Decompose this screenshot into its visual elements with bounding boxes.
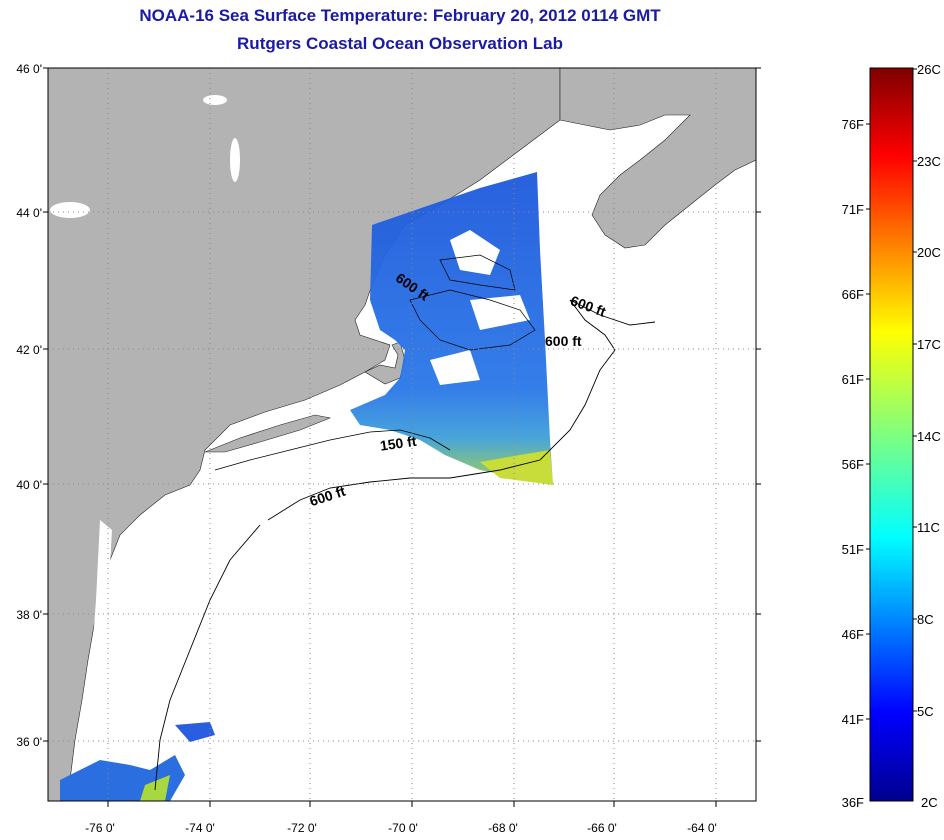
sst-patch bbox=[175, 722, 215, 742]
colorbar-label-c: 20C bbox=[917, 245, 941, 260]
lon-label: -74 0' bbox=[185, 821, 215, 835]
lat-label: 46 0' bbox=[16, 62, 42, 76]
map-frame bbox=[47, 67, 757, 802]
lon-label: -68 0' bbox=[488, 821, 518, 835]
lon-label: -76 0' bbox=[85, 821, 115, 835]
sst-swath bbox=[350, 172, 553, 485]
graticule bbox=[48, 68, 756, 801]
colorbar-label-c: 11C bbox=[917, 520, 940, 535]
colorbar-label-f: 76F bbox=[842, 117, 864, 132]
lon-label: -66 0' bbox=[587, 821, 617, 835]
contour-inner bbox=[409, 289, 536, 351]
colorbar-ticks bbox=[866, 68, 917, 720]
lat-label: 44 0' bbox=[16, 206, 42, 220]
lat-label: 42 0' bbox=[16, 343, 42, 357]
contour-150ft bbox=[214, 429, 451, 471]
colorbar-label-c: 23C bbox=[917, 154, 941, 169]
map-ticks bbox=[43, 67, 761, 807]
colorbar-label-f: 61F bbox=[842, 372, 864, 387]
cloud-gap bbox=[430, 350, 480, 385]
lake-2 bbox=[230, 138, 240, 182]
colorbar bbox=[869, 67, 914, 802]
land-nova-scotia bbox=[559, 68, 756, 249]
contour-600ft bbox=[267, 299, 656, 521]
contour-label: 600 ft bbox=[545, 333, 582, 349]
colorbar-label-f: 46F bbox=[842, 627, 864, 642]
map-title: NOAA-16 Sea Surface Temperature: Februar… bbox=[139, 6, 661, 25]
colorbar-label-c: 14C bbox=[917, 429, 941, 444]
cloud-gap bbox=[450, 230, 500, 275]
colorbar-label-f: 56F bbox=[842, 457, 864, 472]
colorbar-label-c: 8C bbox=[917, 612, 934, 627]
lat-label: 36 0' bbox=[16, 735, 42, 749]
contour-inner bbox=[439, 254, 516, 291]
cloud-gap bbox=[470, 295, 530, 330]
colorbar-label-c: 26C bbox=[917, 62, 941, 77]
lon-label: -70 0' bbox=[388, 821, 418, 835]
contour-shelf bbox=[154, 524, 261, 791]
land-long-island bbox=[204, 414, 332, 453]
colorbar-label-c: 17C bbox=[917, 337, 941, 352]
colorbar-label-f: 71F bbox=[842, 202, 864, 217]
chesapeake-bay bbox=[84, 520, 112, 760]
colorbar-label-f: 66F bbox=[842, 287, 864, 302]
contour-label: 150 ft bbox=[379, 433, 418, 454]
map-subtitle: Rutgers Coastal Ocean Observation Lab bbox=[237, 34, 563, 53]
lat-label: 40 0' bbox=[16, 478, 42, 492]
land-cape-cod bbox=[364, 341, 406, 385]
lon-label: -72 0' bbox=[287, 821, 317, 835]
lake-3 bbox=[50, 202, 90, 218]
colorbar-label-f: 51F bbox=[842, 542, 864, 557]
colorbar-label-c: 2C bbox=[921, 795, 938, 810]
lake-1 bbox=[203, 95, 227, 105]
colorbar-label-f: 41F bbox=[842, 712, 864, 727]
colorbar-label-f: 36F bbox=[842, 795, 864, 810]
colorbar-label-c: 5C bbox=[917, 704, 934, 719]
lon-label: -64 0' bbox=[687, 821, 717, 835]
lat-label: 38 0' bbox=[16, 608, 42, 622]
sst-warm-patch bbox=[480, 450, 553, 485]
